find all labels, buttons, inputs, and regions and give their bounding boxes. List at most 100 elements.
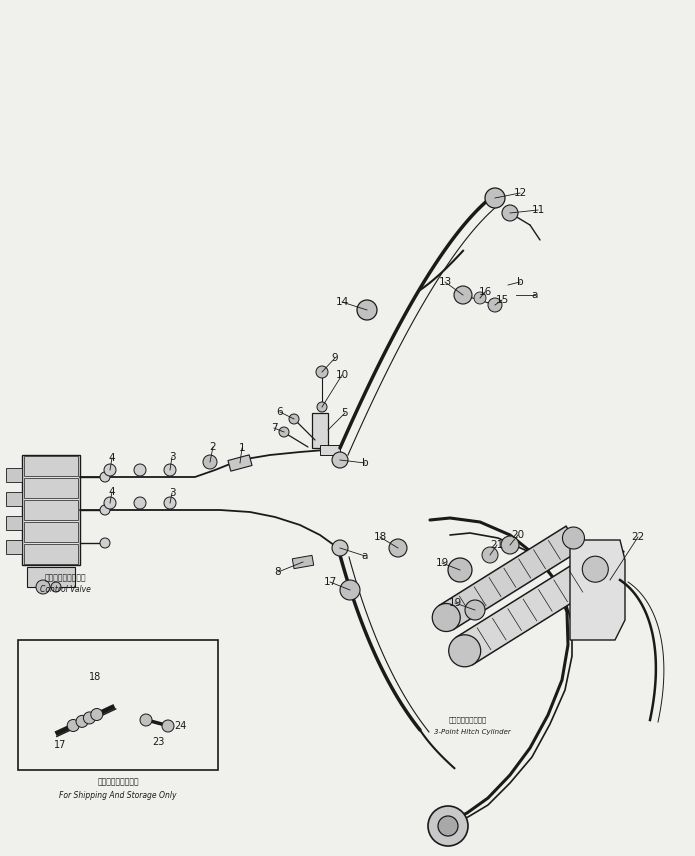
Circle shape (36, 580, 50, 594)
Text: 4: 4 (108, 453, 115, 463)
Circle shape (67, 720, 79, 732)
Circle shape (449, 635, 481, 667)
Bar (24, 500, 78, 520)
Text: Control Valve: Control Valve (40, 586, 90, 595)
Circle shape (562, 527, 584, 549)
Text: 17: 17 (323, 577, 336, 587)
Circle shape (203, 455, 217, 469)
Text: 4: 4 (108, 487, 115, 497)
Circle shape (340, 580, 360, 600)
Text: 23: 23 (152, 737, 164, 747)
Text: 3: 3 (169, 488, 175, 498)
Circle shape (389, 539, 407, 557)
Text: 12: 12 (514, 188, 527, 198)
Text: 10: 10 (336, 370, 349, 380)
Circle shape (454, 286, 472, 304)
Text: 輸送及び保管用部品: 輸送及び保管用部品 (97, 777, 139, 787)
Circle shape (289, 414, 299, 424)
Circle shape (51, 582, 61, 592)
Circle shape (76, 716, 88, 728)
Text: 19: 19 (448, 598, 461, 608)
Text: 5: 5 (342, 408, 348, 418)
Text: 2: 2 (210, 442, 216, 452)
Bar (6, 492, 22, 506)
Circle shape (332, 452, 348, 468)
Text: a: a (532, 290, 538, 300)
Circle shape (438, 816, 458, 836)
Circle shape (501, 536, 519, 554)
Text: 22: 22 (631, 532, 645, 542)
Text: 18: 18 (89, 672, 101, 682)
Circle shape (104, 464, 116, 476)
Circle shape (488, 298, 502, 312)
Text: 19: 19 (435, 558, 449, 568)
Text: 14: 14 (336, 297, 349, 307)
Circle shape (485, 188, 505, 208)
Text: ３点ヒッチシリンダ: ３点ヒッチシリンダ (449, 716, 487, 723)
Text: 1: 1 (238, 443, 245, 453)
Text: 9: 9 (332, 353, 338, 363)
Circle shape (317, 402, 327, 412)
Text: 20: 20 (512, 530, 525, 540)
Circle shape (357, 300, 377, 320)
Circle shape (134, 497, 146, 509)
Circle shape (100, 538, 110, 548)
Text: b: b (361, 458, 368, 468)
Circle shape (502, 205, 518, 221)
Text: 3-Point Hitch Cylinder: 3-Point Hitch Cylinder (434, 729, 510, 735)
Text: 11: 11 (532, 205, 545, 215)
Text: 8: 8 (275, 567, 281, 577)
Circle shape (332, 540, 348, 556)
Circle shape (100, 472, 110, 482)
Bar (24, 544, 78, 564)
Polygon shape (570, 540, 625, 640)
Text: 24: 24 (174, 721, 186, 731)
Text: 13: 13 (439, 277, 452, 287)
Circle shape (432, 603, 460, 632)
Circle shape (134, 464, 146, 476)
Circle shape (83, 712, 95, 724)
Circle shape (100, 505, 110, 515)
Text: b: b (516, 277, 523, 287)
Circle shape (140, 714, 152, 726)
Polygon shape (456, 556, 604, 664)
Circle shape (582, 556, 608, 582)
Text: 16: 16 (478, 287, 491, 297)
Circle shape (465, 600, 485, 620)
Text: コントロールバルブ: コントロールバルブ (44, 574, 85, 582)
Bar (293, 556, 313, 568)
Circle shape (448, 558, 472, 582)
Bar (228, 455, 252, 471)
Text: 7: 7 (270, 423, 277, 433)
Bar (18, 640, 218, 770)
Text: 3: 3 (169, 452, 175, 462)
Circle shape (428, 806, 468, 846)
Circle shape (482, 547, 498, 563)
Bar (22, 455, 80, 565)
Circle shape (279, 427, 289, 437)
Bar (6, 540, 22, 554)
Circle shape (164, 497, 176, 509)
Circle shape (104, 497, 116, 509)
Circle shape (316, 366, 328, 378)
Bar (320, 445, 340, 455)
Circle shape (91, 709, 103, 721)
Text: 18: 18 (373, 532, 386, 542)
Polygon shape (439, 526, 581, 629)
Circle shape (164, 464, 176, 476)
Text: For Shipping And Storage Only: For Shipping And Storage Only (59, 790, 177, 800)
Bar (6, 516, 22, 530)
Bar (6, 468, 22, 482)
Text: a: a (362, 551, 368, 561)
Bar (24, 456, 78, 476)
Circle shape (162, 720, 174, 732)
Text: 21: 21 (491, 540, 504, 550)
Text: 15: 15 (496, 295, 509, 305)
Text: 6: 6 (277, 407, 284, 417)
Bar (24, 522, 78, 542)
Bar (27, 567, 75, 587)
Bar (312, 413, 328, 448)
Bar (24, 478, 78, 498)
Circle shape (474, 292, 486, 304)
Text: 17: 17 (54, 740, 66, 750)
